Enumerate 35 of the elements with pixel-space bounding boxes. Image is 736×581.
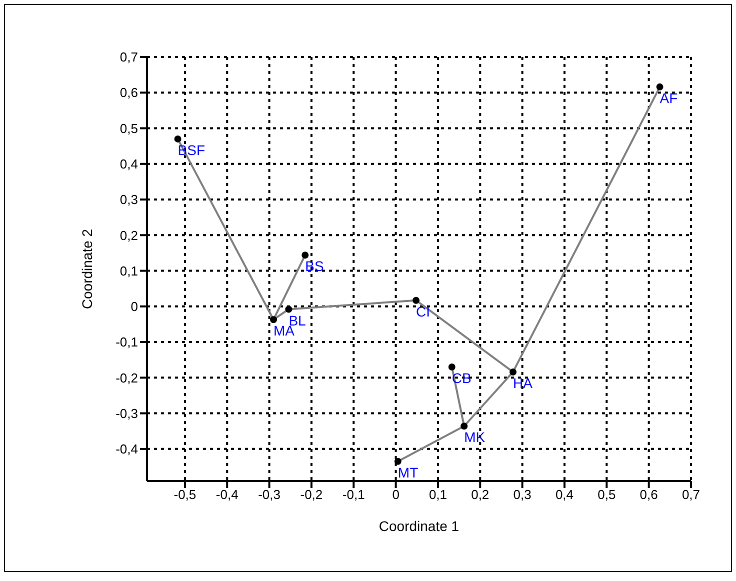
y-tick-label: 0,6 — [120, 85, 138, 100]
x-tick-label: -0,2 — [300, 487, 323, 502]
y-axis-title: Coordinate 2 — [78, 228, 95, 310]
y-tick-label: -0,4 — [116, 442, 138, 457]
x-tick-label: -0,5 — [174, 487, 196, 502]
annotation: BS — [305, 258, 324, 274]
y-tick-label: 0,3 — [120, 192, 138, 208]
x-tick-label: 0,5 — [598, 487, 616, 502]
x-axis-title: Coordinate 1 — [378, 518, 460, 534]
y-tick-label: 0,2 — [120, 228, 138, 243]
annotation: AF — [660, 90, 678, 106]
x-tick-label: 0,2 — [471, 487, 490, 502]
x-tick-label: 0,6 — [640, 487, 658, 502]
y-tick-label: 0,7 — [120, 50, 138, 65]
annotation: MK — [464, 429, 486, 446]
x-tick-label: 0,7 — [682, 487, 700, 502]
y-tick-label: -0,3 — [116, 406, 138, 421]
x-tick-label: -0,4 — [216, 487, 238, 502]
annotation: BSF — [178, 142, 206, 158]
y-tick-label: -0,2 — [116, 370, 138, 386]
x-tick-label: 0,4 — [555, 487, 574, 502]
annotation: MT — [398, 464, 419, 480]
y-tick-label: 0,4 — [120, 156, 138, 172]
y-tick-label: 0 — [130, 299, 138, 314]
y-tick-label: 0,1 — [120, 263, 138, 278]
x-tick-label: 0,3 — [513, 487, 532, 502]
x-tick-label: -0,3 — [258, 487, 280, 502]
y-tick-label: -0,1 — [116, 334, 138, 350]
annotation: HA — [513, 374, 534, 391]
annotation: CI — [416, 303, 430, 320]
x-tick-label: 0 — [392, 487, 400, 502]
x-tick-label: 0,1 — [428, 487, 448, 502]
annotation: CB — [452, 370, 472, 386]
y-tick-label: 0,5 — [120, 120, 138, 136]
x-tick-label: -0,1 — [342, 487, 365, 502]
